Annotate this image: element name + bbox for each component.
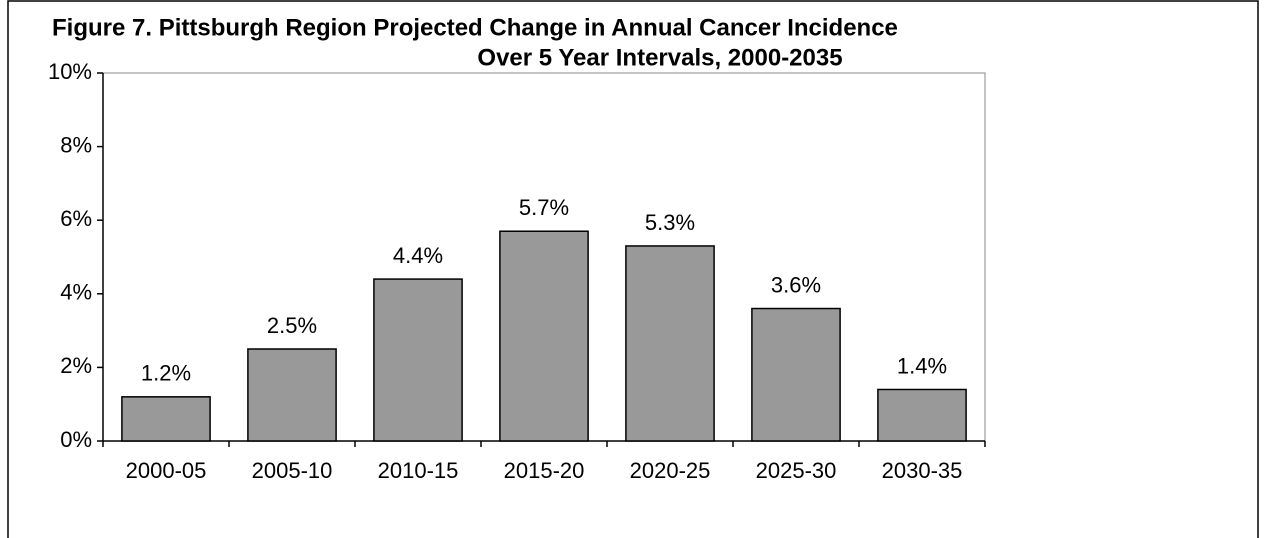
x-tick-label: 2030-35	[882, 458, 963, 483]
bar	[499, 230, 589, 442]
y-tick-label: 2%	[60, 353, 92, 378]
data-label: 1.2%	[141, 361, 191, 386]
chart-border	[7, 0, 1259, 538]
bar	[247, 348, 337, 442]
x-tick-label: 2015-20	[504, 458, 585, 483]
x-tick-label: 2010-15	[378, 458, 459, 483]
data-label: 5.3%	[645, 210, 695, 235]
data-label: 5.7%	[519, 195, 569, 220]
x-tick-label: 2005-10	[252, 458, 333, 483]
y-tick-label: 4%	[60, 280, 92, 305]
data-label: 3.6%	[771, 272, 821, 297]
y-tick-label: 8%	[60, 132, 92, 157]
chart-title: Figure 7. Pittsburgh Region Projected Ch…	[52, 14, 898, 41]
x-tick-label: 2020-25	[630, 458, 711, 483]
bar	[121, 396, 211, 442]
bar	[751, 307, 841, 442]
y-tick-label: 10%	[48, 59, 92, 84]
x-tick-label: 2000-05	[126, 458, 207, 483]
chart-subtitle: Over 5 Year Intervals, 2000-2035	[477, 44, 842, 71]
bar	[877, 388, 967, 442]
bar	[625, 245, 715, 442]
data-label: 4.4%	[393, 243, 443, 268]
y-tick-label: 6%	[60, 206, 92, 231]
bar	[373, 278, 463, 442]
x-tick-label: 2025-30	[756, 458, 837, 483]
data-label: 1.4%	[897, 353, 947, 378]
y-tick-label: 0%	[60, 427, 92, 452]
data-label: 2.5%	[267, 313, 317, 338]
